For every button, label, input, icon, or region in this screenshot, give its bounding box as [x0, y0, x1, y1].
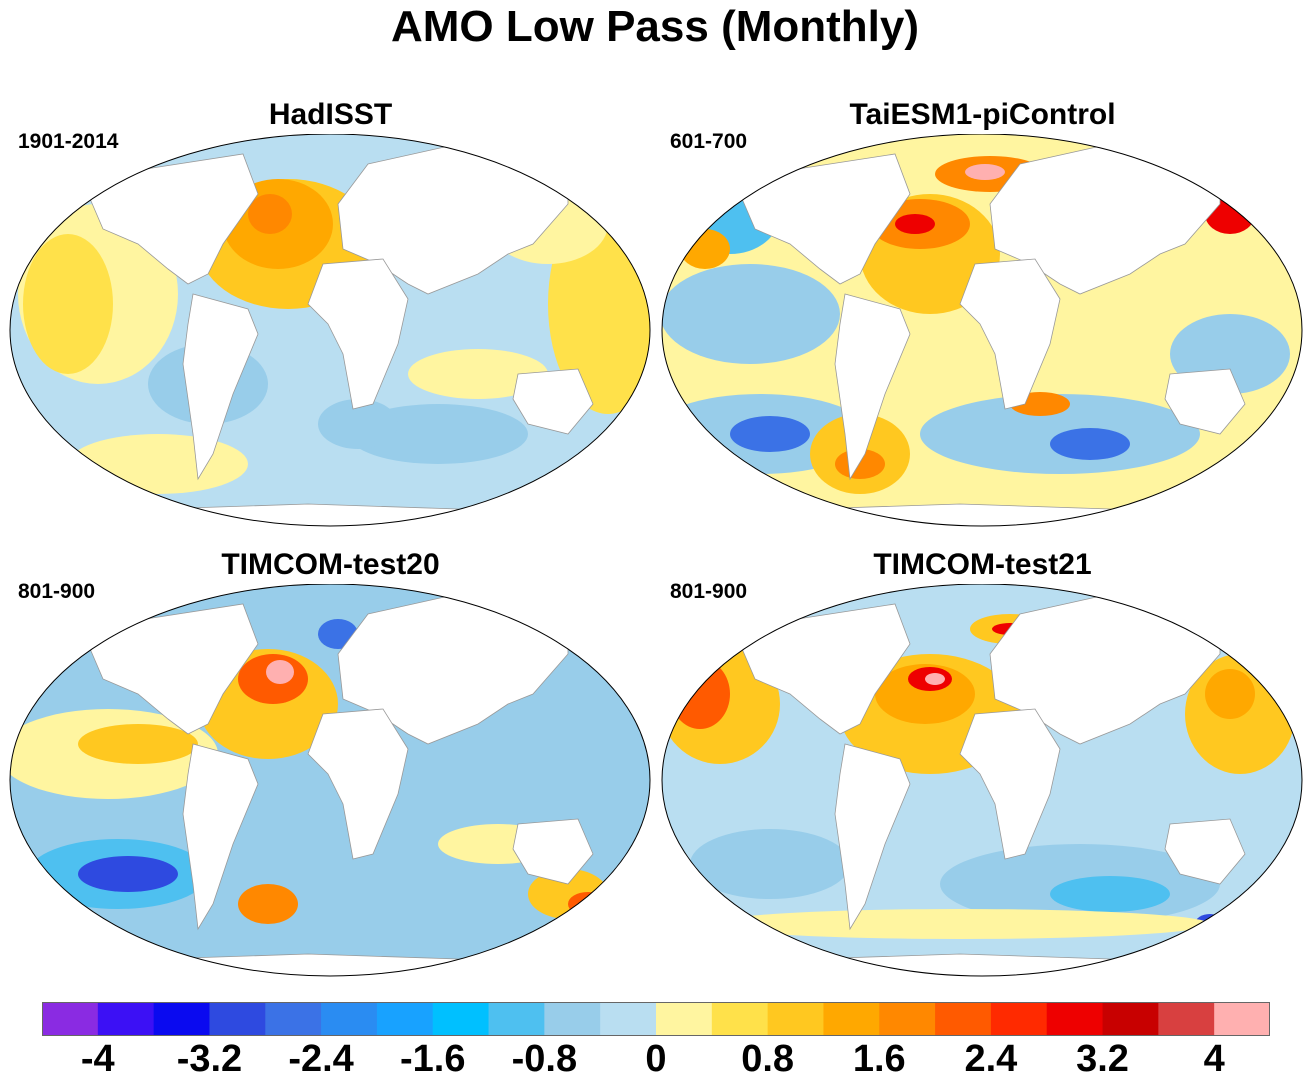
land-antarctica: [87, 953, 649, 976]
colorbar-swatch: [600, 1002, 657, 1036]
world-map: [661, 134, 1303, 527]
colorbar-tick-label: -0.8: [511, 1038, 578, 1080]
panel-title: TIMCOM-test21: [873, 548, 1092, 581]
colorbar-swatch: [544, 1002, 601, 1036]
land-australia: [512, 368, 594, 435]
colorbar: [42, 1002, 1270, 1036]
colorbar-swatch: [432, 1002, 490, 1036]
panel-period: 1901-2014: [18, 130, 119, 153]
map-panel-hadisst: HadISST 1901-2014: [8, 98, 653, 538]
land-australia: [512, 818, 594, 885]
colorbar-swatch: [656, 1002, 713, 1036]
colorbar-swatch: [376, 1002, 434, 1036]
colorbar-swatch: [1158, 1002, 1215, 1036]
colorbar-swatch: [879, 1002, 936, 1036]
land-north-america: [739, 603, 911, 735]
colorbar-tick-label: 3.2: [1076, 1038, 1129, 1080]
land-africa: [959, 258, 1061, 410]
colorbar-swatch: [935, 1002, 992, 1036]
colorbar-swatch: [153, 1002, 210, 1036]
map-panel-taiesm1: TaiESM1-piControl 601-700: [660, 98, 1305, 538]
colorbar-swatch: [1046, 1002, 1104, 1036]
colorbar-border: [42, 1002, 1270, 1036]
colorbar-tick-label: 2.4: [964, 1038, 1018, 1080]
colorbar-swatch: [1214, 1002, 1270, 1036]
colorbar-tick-label: -4: [80, 1038, 115, 1080]
land-antarctica: [739, 953, 1301, 976]
figure-title: AMO Low Pass (Monthly): [391, 2, 919, 51]
map-panel-timcom-test20: TIMCOM-test20 801-900: [8, 548, 653, 988]
colorbar-tick-label: 0: [645, 1038, 667, 1080]
world-map: [9, 584, 651, 977]
colorbar-swatch: [823, 1002, 880, 1036]
land-south-america: [834, 743, 911, 931]
panel-period: 801-900: [670, 580, 748, 603]
colorbar-tick-label: 0.8: [741, 1038, 795, 1080]
land-australia: [1164, 368, 1246, 435]
colorbar-swatch: [990, 1002, 1048, 1036]
colorbar-swatch: [711, 1002, 769, 1036]
colorbar-swatch: [488, 1002, 545, 1036]
colorbar-swatch: [321, 1002, 378, 1036]
colorbar-swatch: [767, 1002, 824, 1036]
colorbar-swatch: [265, 1002, 322, 1036]
colorbar-tick-label: -1.6: [399, 1038, 466, 1080]
colorbar-tick-label: -3.2: [176, 1038, 243, 1080]
colorbar-swatch: [42, 1002, 99, 1036]
panel-title: HadISST: [268, 98, 393, 131]
land-south-america: [182, 293, 259, 481]
map-panel-timcom-test21: TIMCOM-test21 801-900: [660, 548, 1305, 988]
colorbar-tick-label: 1.6: [852, 1038, 906, 1080]
colorbar-tick-label: -2.4: [288, 1038, 354, 1080]
colorbar-tick-label: 4: [1203, 1038, 1225, 1080]
colorbar-swatch: [1102, 1002, 1159, 1036]
land-north-america: [87, 153, 259, 285]
land-south-america: [834, 293, 911, 481]
world-map: [661, 584, 1303, 977]
colorbar-swatch: [97, 1002, 155, 1036]
panel-period: 801-900: [18, 580, 96, 603]
land-north-america: [87, 603, 259, 735]
land-south-america: [182, 743, 259, 931]
world-map: [9, 134, 651, 527]
land-africa: [307, 708, 409, 860]
colorbar-swatch: [209, 1002, 266, 1036]
land-north-america: [739, 153, 911, 285]
panel-title: TaiESM1-piControl: [849, 98, 1116, 131]
land-africa: [307, 258, 409, 410]
land-africa: [959, 708, 1061, 860]
panel-title: TIMCOM-test20: [221, 548, 440, 581]
land-australia: [1164, 818, 1246, 885]
panel-period: 601-700: [670, 130, 748, 153]
land-antarctica: [87, 503, 649, 526]
land-antarctica: [739, 503, 1301, 526]
